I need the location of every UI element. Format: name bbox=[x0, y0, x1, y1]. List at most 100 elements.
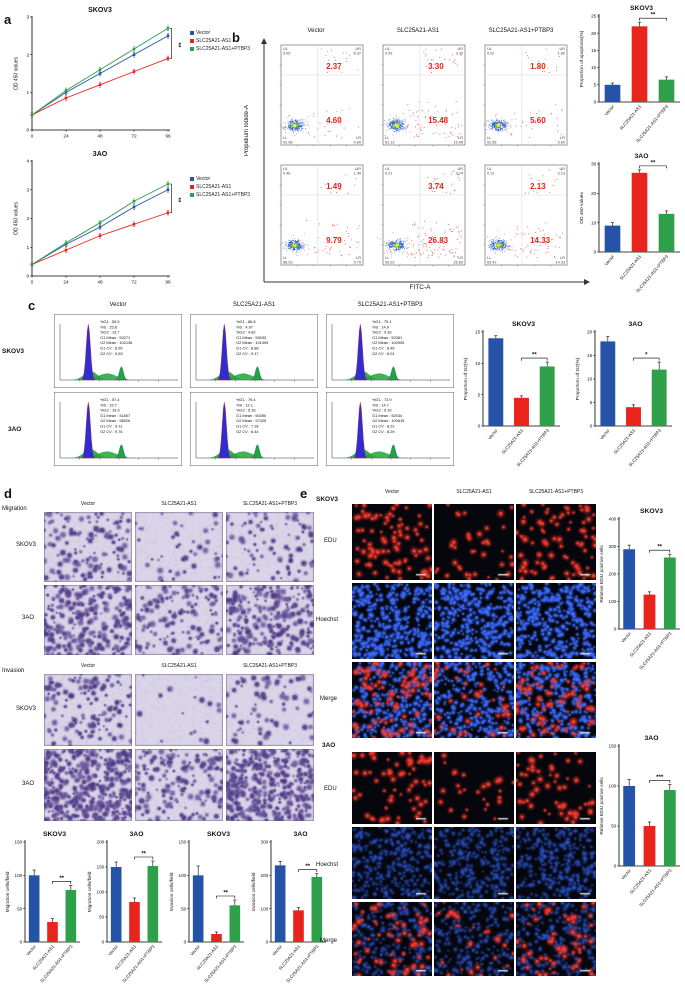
hoechst-image-skov3-as1 bbox=[434, 583, 514, 659]
edu-bar-chart-3ao: 0 50 100 150 3AO Relative EDU positive cells V… bbox=[598, 732, 684, 910]
svg-text:UR: UR bbox=[560, 167, 566, 171]
svg-text:5.60: 5.60 bbox=[530, 116, 546, 125]
apoptosis-bar-chart-skov3: 0 5 10 15 20 25 SKOV3 Proportion of apoptosis(%… bbox=[578, 2, 684, 146]
edu-cellline-label-skov3: SKOV3 bbox=[316, 496, 339, 503]
inv-col-header-vector: Vector bbox=[80, 663, 96, 669]
svg-text:48: 48 bbox=[97, 134, 103, 140]
svg-text:48: 48 bbox=[97, 280, 103, 286]
svg-text:9.79: 9.79 bbox=[326, 236, 342, 245]
edu-image-skov3-ptbp3 bbox=[516, 504, 596, 580]
inv-col-header-as1: SLC25A21-AS1 bbox=[161, 663, 197, 669]
svg-text:Migration cells/field: Migration cells/field bbox=[87, 871, 93, 912]
assay-label-migration: Migration bbox=[2, 506, 27, 512]
svg-text:88.26: 88.26 bbox=[283, 261, 293, 265]
flow-plot-3ao-vector: UL 0.46 UR 1.49 LL 88.26 LR 9.79 1.49 9.79 bbox=[270, 162, 365, 275]
legend-item-vector: Vector bbox=[190, 176, 250, 182]
hoechst-image-3ao-vector bbox=[352, 827, 432, 899]
svg-text:%G1 : 75.1: %G1 : 75.1 bbox=[372, 319, 391, 324]
svg-text:0: 0 bbox=[478, 424, 481, 429]
svg-text:Vector: Vector bbox=[603, 104, 615, 117]
svg-text:0: 0 bbox=[20, 940, 23, 945]
g2-bar-chart-3ao: 0 5 10 15 20 3AO Proportion of G2(%) Vector SLC2… bbox=[574, 318, 676, 470]
svg-text:69.22: 69.22 bbox=[385, 261, 395, 265]
svg-text:UL: UL bbox=[283, 47, 288, 51]
invasion-image-3ao-ptbp3 bbox=[226, 749, 314, 821]
svg-text:UR: UR bbox=[458, 47, 464, 51]
g2-bar-chart-skov3: 0 5 10 15 SKOV3 Proportion of G2(%) Vector SLC2… bbox=[462, 318, 564, 470]
edu-image-3ao-ptbp3 bbox=[516, 752, 596, 824]
svg-text:0: 0 bbox=[184, 940, 187, 945]
svg-text:G1 CV : 8.88: G1 CV : 8.88 bbox=[236, 346, 259, 351]
cycle-hist-3ao-vector: %G1 : 57.4 %S : 22.7 %G2 : 19.3 G1 Mean : 5… bbox=[54, 392, 183, 467]
invasion-bar-chart-skov3: 0 50 100 150 SKOV3 Invasion cells/field Vector… bbox=[168, 828, 248, 986]
svg-text:LL: LL bbox=[385, 136, 389, 140]
legend-label-vector: Vector bbox=[196, 176, 211, 182]
svg-text:Vector: Vector bbox=[620, 868, 632, 881]
svg-text:100: 100 bbox=[179, 873, 187, 878]
flow-plot-skov3-vector: UL 0.05 UR 2.37 LL 92.98 LR 4.60 2.37 4.60 bbox=[270, 42, 365, 155]
migration-image-skov3-vector bbox=[44, 512, 132, 582]
svg-text:20: 20 bbox=[591, 191, 597, 196]
flow-axes-arrows bbox=[261, 38, 590, 285]
svg-text:Invasion cells/field: Invasion cells/field bbox=[169, 872, 175, 911]
legend-item-as1: SLC25A21-AS1 bbox=[190, 38, 250, 44]
panel-label-b: b bbox=[232, 30, 240, 45]
svg-text:2.37: 2.37 bbox=[354, 52, 361, 56]
svg-text:LR: LR bbox=[560, 256, 565, 260]
svg-text:3: 3 bbox=[27, 15, 30, 21]
svg-text:G1 CV : 7.28: G1 CV : 7.28 bbox=[236, 424, 259, 429]
svg-text:15: 15 bbox=[591, 48, 597, 53]
svg-text:G2 CV : 9.76: G2 CV : 9.76 bbox=[100, 429, 123, 434]
flow-plot-3ao-as1: UL 0.21 UR 3.74 LL 69.22 LR 26.83 3.74 26.83 bbox=[372, 162, 467, 275]
svg-text:SLC25A21-AS1+PTBP3: SLC25A21-AS1+PTBP3 bbox=[121, 944, 156, 984]
svg-text:SKOV3: SKOV3 bbox=[640, 508, 663, 515]
svg-text:5.60: 5.60 bbox=[558, 141, 565, 145]
svg-text:SLC25A21-AS1+PTBP3: SLC25A21-AS1+PTBP3 bbox=[285, 944, 320, 984]
svg-text:%S : 25.8: %S : 25.8 bbox=[100, 324, 117, 329]
panel-label-a: a bbox=[4, 12, 12, 27]
svg-text:1: 1 bbox=[27, 90, 30, 96]
svg-text:%G1 : 79.4: %G1 : 79.4 bbox=[236, 397, 256, 402]
cycle-hist-skov3-as1: %G1 : 86.8 %S : 4.97 %G2 : 4.82 G1 Mean : 5… bbox=[190, 314, 319, 389]
svg-text:G1 Mean : 50390: G1 Mean : 50390 bbox=[236, 413, 267, 418]
svg-text:**: ** bbox=[305, 864, 310, 870]
svg-text:4: 4 bbox=[27, 159, 30, 165]
svg-text:SKOV3: SKOV3 bbox=[88, 7, 112, 14]
svg-text:3.30: 3.30 bbox=[428, 62, 444, 71]
svg-text:2.37: 2.37 bbox=[326, 62, 342, 71]
svg-text:SKOV3: SKOV3 bbox=[43, 831, 66, 838]
svg-text:G1 Mean : 52034: G1 Mean : 52034 bbox=[372, 413, 403, 418]
channel-label-hoechst-3ao: Hoechst bbox=[316, 862, 339, 868]
svg-text:SKOV3: SKOV3 bbox=[630, 5, 653, 12]
svg-text:150: 150 bbox=[609, 744, 617, 749]
cycle-hist-3ao-as1: %G1 : 79.4 %S : 12.1 %G2 : 5.18 G1 Mean : 5… bbox=[190, 392, 319, 467]
legend-swatch-ptbp3 bbox=[190, 193, 194, 197]
legend-swatch-as1 bbox=[190, 39, 194, 43]
svg-text:SLC25A21-AS1+PTBP3: SLC25A21-AS1+PTBP3 bbox=[39, 944, 74, 984]
svg-text:1.80: 1.80 bbox=[530, 62, 546, 71]
merge-image-skov3-as1 bbox=[434, 662, 514, 738]
svg-text:SKOV3: SKOV3 bbox=[512, 321, 535, 328]
svg-text:%G1 : 57.4: %G1 : 57.4 bbox=[100, 397, 120, 402]
svg-text:UL: UL bbox=[385, 47, 390, 51]
svg-text:0.02: 0.02 bbox=[487, 52, 494, 56]
svg-text:15.48: 15.48 bbox=[453, 141, 463, 145]
flow-plot-skov3-ptbp3: UL 0.02 UR 1.80 LL 92.58 LR 5.60 1.80 5.60 bbox=[474, 42, 569, 155]
flow-col-header-as1: SLC25A21-AS1 bbox=[396, 28, 440, 34]
cycle-row-label-3ao: 3AO bbox=[8, 426, 22, 433]
svg-text:3.74: 3.74 bbox=[428, 182, 444, 191]
svg-text:25: 25 bbox=[591, 14, 597, 19]
channel-label-merge-skov3: Merge bbox=[320, 696, 338, 702]
svg-text:1.49: 1.49 bbox=[354, 172, 361, 176]
mig-col-header-vector: Vector bbox=[80, 501, 96, 507]
svg-text:0: 0 bbox=[31, 280, 34, 286]
svg-text:Vector: Vector bbox=[487, 428, 499, 441]
channel-label-edu-3ao: EDU bbox=[324, 786, 337, 792]
channel-label-merge-3ao: Merge bbox=[320, 938, 338, 944]
svg-text:G1 Mean : 53093: G1 Mean : 53093 bbox=[236, 335, 266, 340]
svg-text:83.42: 83.42 bbox=[487, 261, 497, 265]
svg-text:**: ** bbox=[175, 42, 182, 48]
svg-text:UL: UL bbox=[283, 167, 288, 171]
inv-row-label-skov3: SKOV3 bbox=[16, 706, 37, 712]
svg-text:20: 20 bbox=[591, 31, 597, 36]
